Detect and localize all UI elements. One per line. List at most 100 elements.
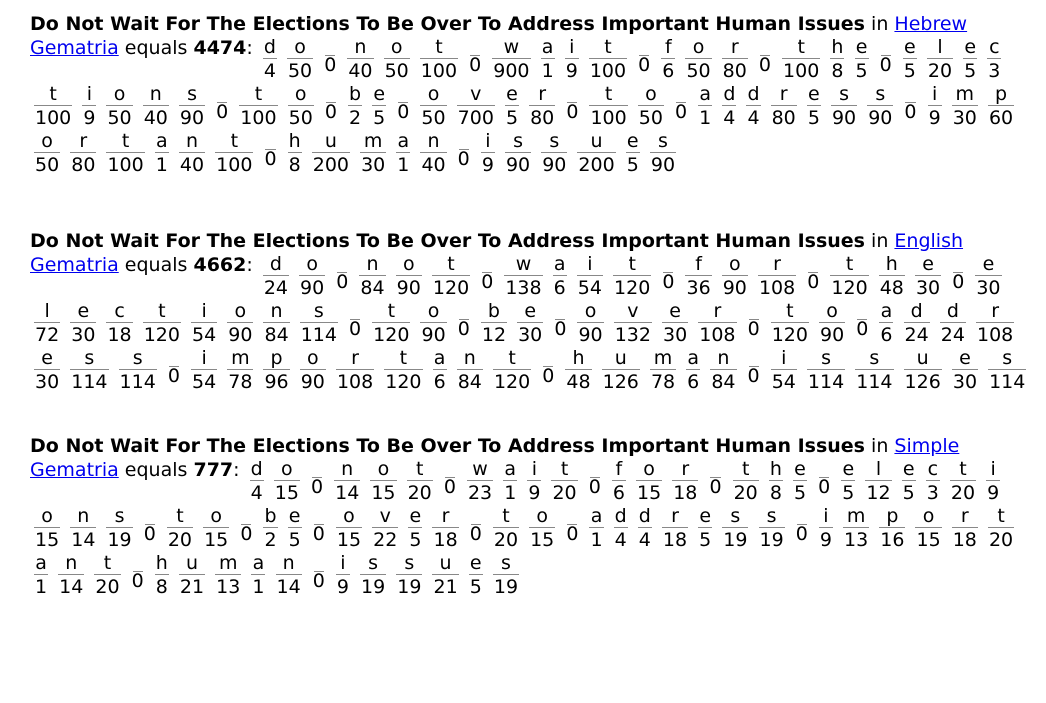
letter-cell: t 120 xyxy=(492,347,532,394)
letter-char: a xyxy=(503,458,518,481)
space-cell: 0 xyxy=(457,130,471,176)
letter-cell: s 114 xyxy=(806,347,846,394)
letter-char xyxy=(795,505,809,527)
letter-char: f xyxy=(661,36,676,59)
letter-char: n xyxy=(347,36,374,59)
space-cell: 0 xyxy=(951,253,965,299)
equals-text: equals xyxy=(124,254,188,276)
space-cell: 0 xyxy=(879,36,893,82)
letter-cell: t 20 xyxy=(949,458,977,505)
letter-char: s xyxy=(806,347,846,370)
letter-value: 100 xyxy=(590,107,627,129)
letter-value: 15 xyxy=(204,529,229,551)
letter-value: 19 xyxy=(759,529,784,551)
equals-text: equals xyxy=(124,459,188,481)
letter-cell: u 21 xyxy=(432,552,459,599)
simple-gematria-link[interactable]: Simple Gematria xyxy=(30,435,960,481)
letter-value: 48 xyxy=(879,277,904,299)
letter-value: 15 xyxy=(530,529,555,551)
letter-cell: t 100 xyxy=(215,130,254,177)
letter-char: o xyxy=(203,505,230,528)
letter-char: w xyxy=(504,253,543,276)
colon: : xyxy=(233,459,240,481)
letter-cell: n 14 xyxy=(275,552,302,599)
letter-value: 24 xyxy=(263,277,288,299)
letter-char: p xyxy=(879,505,906,528)
letter-char: a xyxy=(34,552,49,575)
letter-char xyxy=(469,505,483,527)
letter-char: w xyxy=(492,36,531,59)
letter-char: e xyxy=(792,458,808,481)
letter-char: d xyxy=(746,83,761,106)
letter-char xyxy=(708,458,722,480)
letter-char: t xyxy=(372,300,411,323)
space-cell: 0 xyxy=(674,83,688,129)
letter-char: o xyxy=(685,36,712,59)
equals-text: equals xyxy=(124,37,188,59)
letter-char: t xyxy=(588,36,628,59)
letter-value: 0 xyxy=(747,318,760,340)
letter-cell: v 132 xyxy=(613,300,652,347)
letter-cell: s 114 xyxy=(988,347,1027,394)
letter-char: h xyxy=(565,347,592,370)
letter-value: 30 xyxy=(976,277,1001,299)
space-cell: 0 xyxy=(553,300,567,346)
letter-value: 50 xyxy=(638,107,663,129)
letter-char: e xyxy=(625,130,640,153)
letter-value: 18 xyxy=(107,324,132,346)
letter-value: 5 xyxy=(373,107,386,129)
letter-value: 0 xyxy=(349,318,362,340)
letter-cell: o 15 xyxy=(635,458,663,505)
letter-cell: o 50 xyxy=(685,36,712,83)
letter-value: 1 xyxy=(699,107,712,129)
letter-value: 30 xyxy=(952,371,978,393)
letter-char xyxy=(817,458,831,480)
letter-value: 30 xyxy=(35,371,60,393)
letter-char: o xyxy=(273,458,300,481)
letter-cell: s 19 xyxy=(396,552,423,599)
letter-value: 114 xyxy=(300,324,337,346)
letter-value: 0 xyxy=(240,523,253,545)
letter-value: 30 xyxy=(518,324,543,346)
letter-char: e xyxy=(468,552,483,575)
letter-char: d xyxy=(613,505,628,528)
letter-cell: o 15 xyxy=(335,505,363,552)
letter-char xyxy=(855,300,869,322)
letter-value: 15 xyxy=(274,482,299,504)
letter-value: 19 xyxy=(493,576,519,598)
letter-value: 3 xyxy=(926,482,939,504)
letter-cell: i 54 xyxy=(576,253,603,300)
letter-char: n xyxy=(359,253,386,276)
space-cell: 0 xyxy=(747,347,761,393)
letter-cell: t 100 xyxy=(239,83,278,130)
letter-value: 9 xyxy=(83,107,96,129)
letter-char: c xyxy=(925,458,940,481)
letter-char: m xyxy=(951,83,978,106)
space-cell: 0 xyxy=(263,130,277,176)
letter-char xyxy=(747,300,761,322)
letter-value: 18 xyxy=(673,482,698,504)
letter-value: 80 xyxy=(530,107,555,129)
english-gematria-link[interactable]: English Gematria xyxy=(30,230,964,276)
letter-cell: t 100 xyxy=(34,83,73,130)
letter-char: c xyxy=(987,36,1002,59)
letter-value: 40 xyxy=(179,154,205,176)
letter-char: o xyxy=(34,130,61,153)
letter-char: a xyxy=(879,300,894,323)
letter-value: 60 xyxy=(988,107,1014,129)
hebrew-gematria-link[interactable]: Hebrew Gematria xyxy=(30,13,968,59)
letter-value: 0 xyxy=(795,523,808,545)
letter-cell: w 138 xyxy=(504,253,543,300)
letter-value: 50 xyxy=(288,107,313,129)
letter-value: 5 xyxy=(855,60,868,82)
letter-char: e xyxy=(372,83,387,106)
colon: : xyxy=(246,37,253,59)
letter-char: n xyxy=(142,83,169,106)
